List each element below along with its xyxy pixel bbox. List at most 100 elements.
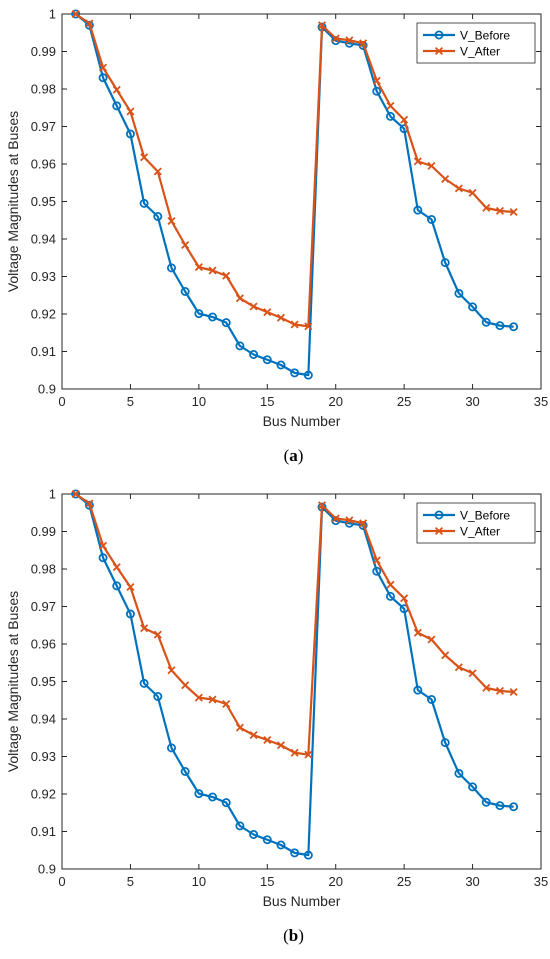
data-point-after: [509, 207, 518, 217]
data-point-before: [84, 500, 94, 510]
x-tick-label: 35: [534, 874, 548, 889]
data-point-after: [249, 731, 258, 740]
caption-paren-close: ): [298, 446, 304, 465]
legend-label: V_Before: [460, 29, 510, 43]
data-point-before: [509, 322, 519, 332]
data-point-before: [112, 581, 122, 591]
data-point-after: [276, 313, 286, 322]
data-point-before: [166, 263, 176, 273]
data-point-after: [194, 693, 203, 702]
data-point-after: [290, 748, 299, 757]
figure-caption: (a): [284, 446, 304, 465]
data-point-before: [194, 309, 204, 319]
data-point-after: [386, 580, 395, 589]
legend-label: V_Before: [460, 509, 510, 523]
y-tick-label: 0.95: [31, 194, 56, 209]
data-point-after: [331, 514, 340, 523]
data-point-before: [481, 797, 491, 807]
data-point-after: [372, 556, 381, 565]
data-point-after: [71, 9, 80, 19]
data-point-before: [358, 521, 368, 531]
data-point-after: [85, 499, 94, 508]
caption-paren-open: (: [283, 926, 289, 945]
data-point-before: [454, 768, 464, 778]
caption-paren-open: (: [284, 446, 290, 465]
data-point-before: [125, 129, 135, 139]
caption-paren-close: ): [298, 926, 304, 945]
legend-label: V_After: [460, 45, 500, 59]
x-tick-label: 35: [534, 394, 548, 409]
data-point-before: [249, 349, 259, 359]
figure-caption: (b): [283, 926, 304, 945]
data-point-before: [98, 73, 108, 83]
data-point-after: [468, 188, 477, 197]
plot-area: [61, 13, 542, 390]
voltage-chart-b: 0 5 10 15 20 25 30 35 0.9 0.91 0.92 0.93 0.94 0.95 0.9…: [5, 487, 548, 946]
data-point-after: [222, 271, 231, 280]
data-point-after: [126, 582, 135, 592]
data-point-after: [441, 174, 450, 184]
data-point-after: [208, 695, 217, 704]
data-point-before: [276, 840, 286, 850]
x-tick-label: 30: [465, 874, 479, 889]
data-point-before: [235, 341, 245, 351]
data-point-after: [194, 263, 203, 272]
data-point-after: [359, 39, 368, 48]
plot-area: [61, 493, 542, 870]
data-point-before: [139, 678, 149, 688]
data-point-after: [167, 666, 176, 675]
y-axis-label: Voltage Magnitudes at Buses: [5, 111, 21, 292]
y-tick-label: 0.95: [31, 674, 56, 689]
data-point-after: [317, 21, 327, 30]
data-point-before: [249, 829, 259, 839]
data-point-after: [495, 686, 504, 695]
data-point-before: [440, 258, 450, 268]
data-point-before: [372, 86, 382, 96]
data-point-after: [345, 516, 354, 525]
x-tick-label: 25: [397, 874, 411, 889]
data-point-before: [71, 489, 81, 499]
data-point-before: [208, 312, 218, 322]
x-axis-label: Bus Number: [263, 413, 341, 429]
chart-panel-a: 0 5 10 15 20 25 30 35 0.9 0.91 0.92 0.93 0.94 0.95 0.9…: [0, 0, 550, 479]
data-point-after: [454, 663, 463, 672]
data-point-after: [345, 36, 354, 45]
legend-box: [416, 502, 536, 544]
data-point-after: [304, 322, 313, 331]
y-tick-label: 0.9: [38, 862, 56, 877]
data-point-after: [249, 302, 258, 311]
data-point-before: [71, 9, 81, 19]
data-point-before: [208, 792, 218, 802]
data-point-after: [400, 115, 409, 124]
data-point-after: [181, 240, 190, 250]
data-point-before: [454, 288, 464, 298]
y-tick-label: 0.9: [38, 382, 56, 397]
x-tick-label: 15: [260, 394, 274, 409]
data-point-before: [153, 691, 163, 701]
data-point-after: [372, 76, 381, 85]
data-point-after: [112, 85, 121, 94]
data-point-before: [290, 848, 300, 858]
legend-marker-x: [434, 526, 444, 536]
data-point-after: [112, 563, 121, 572]
legend: V_Before V_After: [416, 22, 536, 64]
data-point-before: [440, 738, 450, 748]
y-tick-label: 0.94: [31, 712, 56, 727]
y-tick-label: 0.99: [31, 44, 56, 59]
data-point-after: [153, 630, 162, 639]
data-point-before: [427, 214, 437, 224]
voltage-chart-a: 0 5 10 15 20 25 30 35 0.9 0.91 0.92 0.93 0.94 0.95 0.9…: [5, 7, 548, 466]
y-tick-label: 0.97: [31, 599, 56, 614]
legend-marker-circle: [434, 510, 444, 520]
data-point-after: [482, 683, 491, 692]
data-point-after: [153, 167, 162, 176]
series-line-before: [74, 493, 514, 857]
x-tick-label: 5: [127, 394, 134, 409]
data-point-before: [290, 368, 300, 378]
legend-marker-circle: [434, 30, 444, 40]
data-point-before: [139, 198, 149, 208]
data-point-after: [413, 157, 422, 166]
data-point-after: [509, 687, 518, 697]
data-point-before: [468, 302, 478, 312]
x-tick-label: 20: [328, 874, 342, 889]
